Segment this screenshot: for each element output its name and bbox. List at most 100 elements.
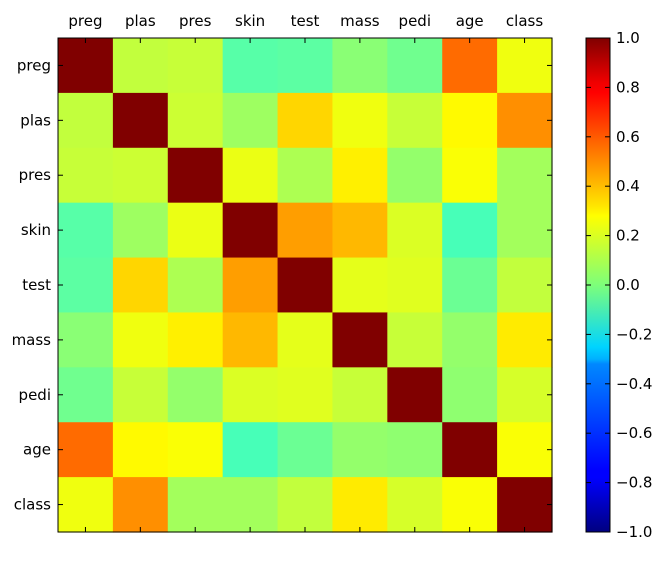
y-tick-label-mass: mass xyxy=(12,331,52,349)
heatmap-cell-class-pres xyxy=(167,477,224,533)
heatmap-cell-plas-preg xyxy=(58,92,114,149)
heatmap-cell-pedi-class xyxy=(497,367,553,423)
heatmap-cell-age-skin xyxy=(222,422,279,478)
heatmap-cell-pedi-pedi xyxy=(387,367,443,423)
heatmap-cell-pedi-preg xyxy=(58,367,114,423)
y-tick-label-preg: preg xyxy=(17,56,51,74)
plot-frame xyxy=(57,37,553,533)
heatmap-cell-pres-age xyxy=(442,147,498,204)
x-tick-label-pres: pres xyxy=(179,12,212,30)
heatmap-cell-skin-pres xyxy=(167,202,224,259)
heatmap-cell-test-plas xyxy=(112,257,169,314)
x-tick-label-class: class xyxy=(506,12,543,30)
heatmap-cell-pres-class xyxy=(497,147,553,204)
y-tick-labels: preg plas pres skin test mass pedi age class xyxy=(12,56,552,514)
heatmap-cell-skin-pedi xyxy=(387,202,443,259)
colorbar-ticks: 1.0 0.8 0.6 0.4 0.2 0.0 −0.2 −0.4 −0.6 −0.8 −1.0 xyxy=(586,29,652,541)
heatmap-cell-skin-age xyxy=(442,202,498,259)
y-tick-label-pres: pres xyxy=(19,166,52,184)
heatmap-cell-skin-plas xyxy=(112,202,169,259)
heatmap-cell-pres-test xyxy=(277,147,334,204)
colorbar-tick-label-6: −0.2 xyxy=(616,325,652,343)
y-tick-label-skin: skin xyxy=(21,221,51,239)
colorbar-tick-label-1: 0.8 xyxy=(616,78,640,96)
heatmap-cell-mass-age xyxy=(442,312,498,368)
heatmap-cell-class-preg xyxy=(58,477,114,533)
heatmap-cell-test-mass xyxy=(332,257,388,314)
y-tick-label-age: age xyxy=(23,441,51,459)
heatmap-cell-plas-test xyxy=(277,92,334,149)
heatmap-cell-plas-plas xyxy=(112,92,169,149)
y-tick-label-pedi: pedi xyxy=(19,386,51,404)
heatmap-cell-test-test xyxy=(277,257,334,314)
heatmap-cell-mass-skin xyxy=(222,312,279,368)
colorbar-tick-label-0: 1.0 xyxy=(616,29,640,47)
heatmap-cell-mass-class xyxy=(497,312,553,368)
heatmap-cell-skin-mass xyxy=(332,202,388,259)
heatmap-cell-pedi-skin xyxy=(222,367,279,423)
heatmap-cell-pres-skin xyxy=(222,147,279,204)
y-tick-label-class: class xyxy=(14,496,51,514)
heatmap-cell-pedi-pres xyxy=(167,367,224,423)
heatmap-cell-mass-plas xyxy=(112,312,169,368)
heatmap-cell-pres-plas xyxy=(112,147,169,204)
heatmap-cell-preg-pedi xyxy=(387,38,443,94)
x-tick-label-preg: preg xyxy=(68,12,102,30)
heatmap-cell-age-plas xyxy=(112,422,169,478)
x-tick-label-skin: skin xyxy=(235,12,265,30)
heatmap-cell-class-age xyxy=(442,477,498,533)
heatmap-cell-plas-class xyxy=(497,92,553,149)
colorbar-tick-label-3: 0.4 xyxy=(616,177,640,195)
heatmap-cell-mass-pedi xyxy=(387,312,443,368)
y-tick-label-plas: plas xyxy=(20,111,51,129)
heatmap-cell-plas-skin xyxy=(222,92,279,149)
heatmap-cell-age-age xyxy=(442,422,498,478)
colorbar-tick-label-9: −0.8 xyxy=(616,474,652,492)
heatmap-cell-preg-pres xyxy=(167,38,224,94)
heatmap-cell-mass-preg xyxy=(58,312,114,368)
heatmap-cell-plas-mass xyxy=(332,92,388,149)
heatmap-cell-preg-skin xyxy=(222,38,279,94)
heatmap-cell-class-test xyxy=(277,477,334,533)
heatmap-cell-age-pres xyxy=(167,422,224,478)
heatmap-cell-pedi-plas xyxy=(112,367,169,423)
heatmap-cell-plas-pedi xyxy=(387,92,443,149)
heatmap-cell-class-mass xyxy=(332,477,388,533)
colorbar: 1.0 0.8 0.6 0.4 0.2 0.0 −0.2 −0.4 −0.6 −0.8 −1.0 xyxy=(585,29,652,541)
colorbar-tick-label-4: 0.2 xyxy=(616,227,640,245)
heatmap-cell-preg-plas xyxy=(112,38,169,94)
heatmap-cell-skin-preg xyxy=(58,202,114,259)
heatmap-cell-test-pedi xyxy=(387,257,443,314)
x-tick-labels: preg plas pres skin test mass pedi age class xyxy=(68,12,543,532)
heatmap-cell-skin-skin xyxy=(222,202,279,259)
heatmap-cell-plas-pres xyxy=(167,92,224,149)
x-tick-label-test: test xyxy=(291,12,320,30)
heatmap-cell-mass-pres xyxy=(167,312,224,368)
heatmap-cell-mass-test xyxy=(277,312,334,368)
heatmap-cell-mass-mass xyxy=(332,312,388,368)
heatmap-cell-skin-class xyxy=(497,202,553,259)
colorbar-tick-label-8: −0.6 xyxy=(616,424,652,442)
x-tick-label-plas: plas xyxy=(125,12,156,30)
colorbar-tick-label-10: −1.0 xyxy=(616,523,652,541)
heatmap-cell-class-plas xyxy=(112,477,169,533)
heatmap-cell-preg-class xyxy=(497,38,553,94)
heatmap-cell-class-skin xyxy=(222,477,279,533)
heatmap-cell-preg-preg xyxy=(58,38,114,94)
x-tick-label-pedi: pedi xyxy=(399,12,431,30)
heatmap-cell-pres-pedi xyxy=(387,147,443,204)
heatmap-cell-test-skin xyxy=(222,257,279,314)
heatmap-cell-pedi-test xyxy=(277,367,334,423)
heatmap-cell-age-pedi xyxy=(387,422,443,478)
heatmap-cell-age-mass xyxy=(332,422,388,478)
x-tick-label-mass: mass xyxy=(340,12,380,30)
heatmap-cell-test-pres xyxy=(167,257,224,314)
heatmap-cell-test-class xyxy=(497,257,553,314)
heatmap-cell-class-class xyxy=(497,477,553,533)
heatmap-cell-preg-mass xyxy=(332,38,388,94)
colorbar-tick-label-2: 0.6 xyxy=(616,128,640,146)
y-tick-label-test: test xyxy=(22,276,51,294)
heatmap-cell-skin-test xyxy=(277,202,334,259)
